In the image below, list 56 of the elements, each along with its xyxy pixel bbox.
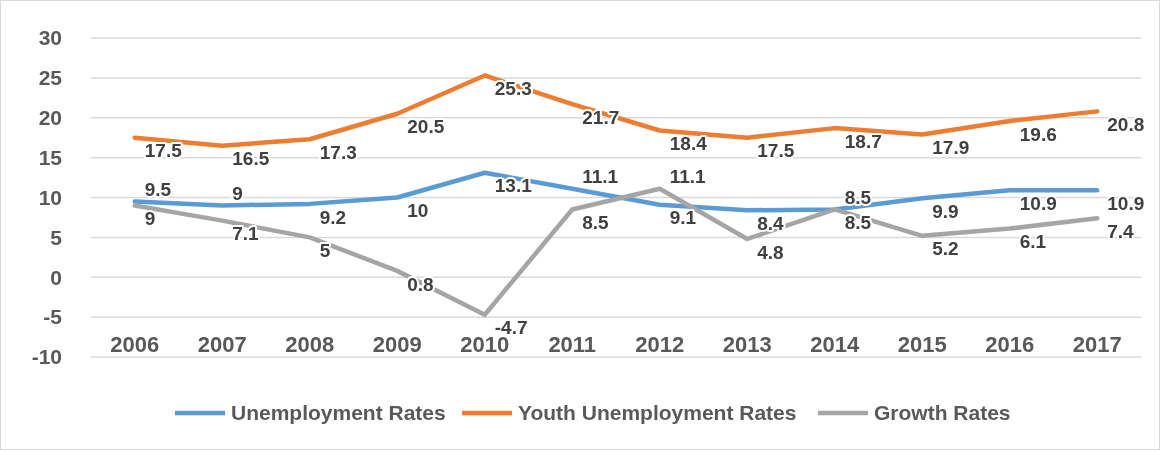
x-tick-label: 2017 bbox=[1072, 331, 1122, 357]
x-tick-label: 2008 bbox=[285, 331, 335, 357]
data-label: 8.4 bbox=[757, 212, 785, 234]
data-label: 20.8 bbox=[1107, 114, 1145, 136]
legend-label: Youth Unemployment Rates bbox=[518, 401, 797, 425]
data-label: 9 bbox=[232, 183, 243, 205]
data-label: 11.1 bbox=[669, 166, 707, 188]
y-tick-label: 5 bbox=[50, 225, 63, 249]
y-tick-label: 25 bbox=[38, 66, 63, 90]
data-label: 10.9 bbox=[1019, 192, 1057, 214]
data-label: 7.4 bbox=[1107, 220, 1135, 242]
data-label: 8.5 bbox=[582, 212, 610, 234]
data-label: 9.2 bbox=[319, 206, 347, 228]
y-tick-label: 20 bbox=[38, 106, 62, 130]
x-tick-label: 2006 bbox=[110, 331, 160, 357]
x-tick-label: 2007 bbox=[197, 331, 247, 357]
data-label: 7.1 bbox=[232, 223, 260, 245]
y-tick-label: 30 bbox=[38, 26, 62, 50]
data-label: 4.8 bbox=[757, 241, 784, 263]
data-label: 9 bbox=[144, 208, 156, 230]
data-label: 18.4 bbox=[669, 133, 708, 155]
data-label: 0.8 bbox=[407, 273, 434, 295]
data-label: 5 bbox=[319, 240, 331, 262]
data-label: 9.1 bbox=[669, 207, 697, 229]
data-label: 17.9 bbox=[932, 137, 970, 159]
data-label: 9.5 bbox=[144, 179, 172, 201]
data-label: 10.9 bbox=[1107, 192, 1145, 214]
data-label: 5.2 bbox=[932, 238, 959, 260]
data-label: 17.5 bbox=[144, 140, 183, 162]
legend-label: Unemployment Rates bbox=[231, 401, 446, 425]
y-tick-label: -10 bbox=[31, 345, 62, 369]
data-label: 6.1 bbox=[1019, 231, 1047, 253]
x-tick-label: 2014 bbox=[810, 331, 860, 357]
data-label: 11.1 bbox=[582, 166, 619, 188]
data-label: 10 bbox=[407, 200, 429, 222]
data-label: 16.5 bbox=[232, 148, 270, 170]
x-tick-label: 2015 bbox=[897, 331, 947, 357]
x-tick-label: 2013 bbox=[722, 331, 772, 357]
data-label: 9.9 bbox=[932, 200, 959, 222]
y-tick-label: 10 bbox=[38, 185, 62, 209]
data-label: 17.3 bbox=[319, 141, 357, 163]
x-tick-label: 2011 bbox=[548, 331, 597, 357]
data-label: 20.5 bbox=[407, 116, 445, 138]
x-tick-label: 2009 bbox=[372, 331, 422, 357]
x-tick-label: 2016 bbox=[985, 331, 1035, 357]
data-label: 8.5 bbox=[844, 212, 872, 234]
data-label: 18.7 bbox=[844, 130, 882, 152]
y-tick-label: 15 bbox=[38, 145, 63, 169]
data-label: 8.5 bbox=[844, 187, 872, 209]
data-label: 17.5 bbox=[757, 140, 795, 162]
legend-label: Growth Rates bbox=[874, 401, 1011, 425]
x-tick-label: 2012 bbox=[635, 331, 685, 357]
data-label: 19.6 bbox=[1019, 123, 1057, 145]
y-tick-label: -5 bbox=[43, 305, 63, 329]
y-tick-label: 0 bbox=[50, 265, 62, 289]
data-label: 13.1 bbox=[494, 175, 533, 197]
